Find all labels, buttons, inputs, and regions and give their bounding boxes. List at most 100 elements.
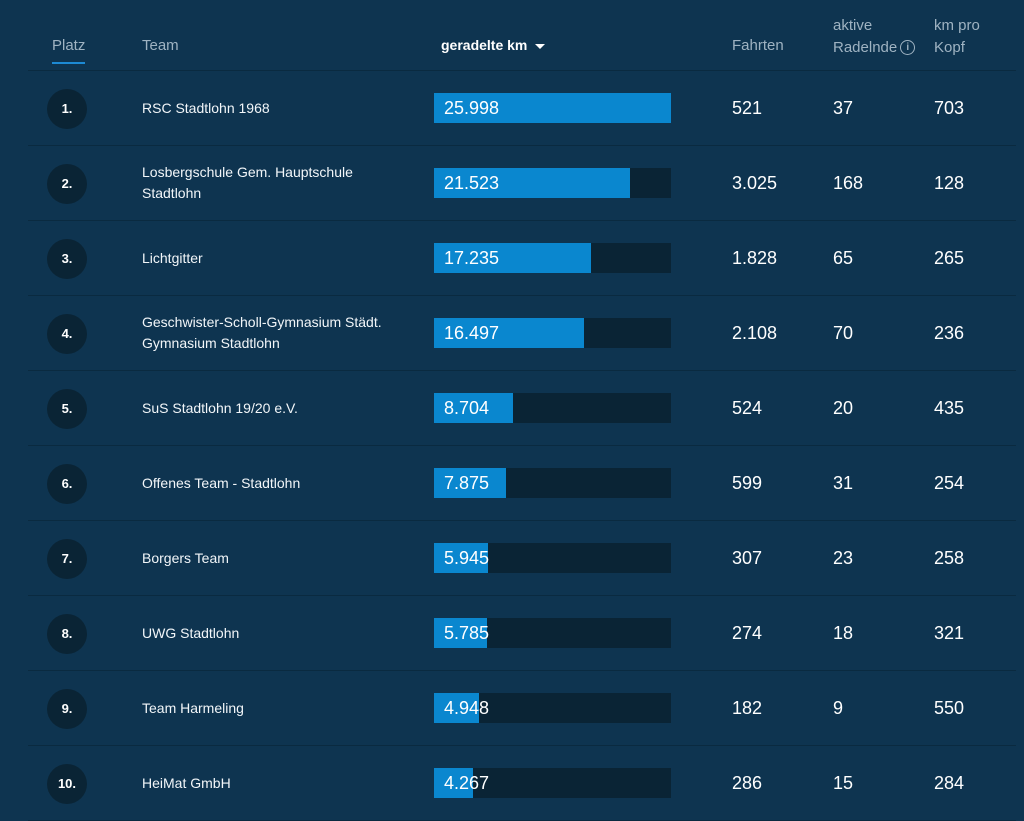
rank-badge: 6. [47, 464, 87, 504]
team-name-text: HeiMat GmbH [142, 774, 231, 791]
km-pro-kopf-value: 284 [934, 773, 965, 793]
team-name-text: Lichtgitter [142, 249, 203, 266]
column-header-aktive[interactable]: aktive Radelnde i [833, 15, 916, 59]
team-name-text: Borgers Team [142, 549, 229, 566]
column-header-team[interactable]: Team [142, 37, 179, 54]
km-pro-kopf-value: 550 [934, 698, 965, 718]
ranking-table: Platz Team geradelte km Fahrten aktive R… [28, 0, 1016, 821]
aktive-radelnde-value: 37 [833, 98, 854, 118]
km-bar-fill [434, 168, 631, 198]
table-row[interactable]: 9. Team Harmeling 4.948 182 9 550 [28, 671, 1016, 746]
table-row[interactable]: 5. SuS Stadtlohn 19/20 e.V. 8.704 524 20 435 [28, 371, 1016, 446]
team-name-text: UWG Stadtlohn [142, 624, 240, 641]
table-row[interactable]: 2. Losbergschule Gem. Hauptschule Stadtlo… [28, 146, 1016, 221]
rank-badge: 4. [47, 314, 87, 354]
km-bar-track: 7.875 [434, 468, 671, 498]
fahrten-value: 599 [732, 473, 763, 493]
aktive-radelnde-value: 15 [833, 773, 854, 793]
fahrten-value: 182 [732, 698, 763, 718]
rank-badge: 8. [47, 614, 87, 654]
km-bar-track: 4.267 [434, 768, 671, 798]
team-name[interactable]: Team Harmeling [142, 671, 412, 745]
km-bar-fill [434, 393, 514, 423]
aktive-radelnde-value: 65 [833, 248, 854, 268]
rank-badge: 3. [47, 239, 87, 279]
team-name-text: RSC Stadtlohn 1968 [142, 99, 270, 116]
fahrten-value: 274 [732, 623, 763, 643]
km-pro-kopf-value: 254 [934, 473, 965, 493]
table-header: Platz Team geradelte km Fahrten aktive R… [28, 0, 1016, 71]
column-header-platz[interactable]: Platz [52, 37, 86, 64]
aktive-radelnde-value: 9 [833, 698, 844, 718]
km-bar-track: 21.523 [434, 168, 671, 198]
info-icon[interactable]: i [900, 40, 916, 55]
table-row[interactable]: 4. Geschwister-Scholl-Gymnasium Städt. Gy… [28, 296, 1016, 371]
column-header-kopf-line1: km pro [934, 17, 980, 34]
rank-badge: 1. [47, 89, 87, 129]
km-pro-kopf-value: 321 [934, 623, 965, 643]
column-header-fahrten[interactable]: Fahrten [732, 37, 784, 54]
km-bar-fill [434, 318, 585, 348]
table-row[interactable]: 8. UWG Stadtlohn 5.785 274 18 321 [28, 596, 1016, 671]
km-bar-track: 8.704 [434, 393, 671, 423]
team-name[interactable]: HeiMat GmbH [142, 746, 412, 820]
aktive-radelnde-value: 20 [833, 398, 854, 418]
team-name[interactable]: RSC Stadtlohn 1968 [142, 71, 412, 145]
km-pro-kopf-value: 703 [934, 98, 965, 118]
team-name[interactable]: Losbergschule Gem. Hauptschule Stadtlohn [142, 146, 412, 220]
rank-badge: 7. [47, 539, 87, 579]
team-name[interactable]: Lichtgitter [142, 221, 412, 295]
team-name-text: Team Harmeling [142, 699, 244, 716]
km-bar-fill [434, 468, 506, 498]
km-pro-kopf-value: 258 [934, 548, 965, 568]
fahrten-value: 524 [732, 398, 763, 418]
fahrten-value: 3.025 [732, 173, 778, 193]
km-bar-fill [434, 93, 671, 123]
team-name[interactable]: UWG Stadtlohn [142, 596, 412, 670]
fahrten-value: 1.828 [732, 248, 778, 268]
sort-desc-icon [535, 43, 546, 49]
table-row[interactable]: 1. RSC Stadtlohn 1968 25.998 521 37 703 [28, 71, 1016, 146]
km-value: 8.704 [444, 398, 490, 418]
column-header-km-label: geradelte km [441, 37, 528, 53]
team-name-text: Losbergschule Gem. Hauptschule Stadtlohn [142, 164, 353, 201]
km-bar-fill [434, 243, 592, 273]
column-header-aktive-line1: aktive [833, 17, 873, 34]
km-bar-fill [434, 768, 473, 798]
km-bar-fill [434, 543, 489, 573]
rank-badge: 9. [47, 689, 87, 729]
team-name[interactable]: Borgers Team [142, 521, 412, 595]
km-pro-kopf-value: 236 [934, 323, 965, 343]
team-name[interactable]: SuS Stadtlohn 19/20 e.V. [142, 371, 412, 445]
team-name[interactable]: Geschwister-Scholl-Gymnasium Städt. Gymn… [142, 296, 412, 370]
table-row[interactable]: 10. HeiMat GmbH 4.267 286 15 284 [28, 746, 1016, 821]
km-bar-track: 16.497 [434, 318, 671, 348]
team-name-text: SuS Stadtlohn 19/20 e.V. [142, 399, 298, 416]
column-header-km-pro-kopf[interactable]: km pro Kopf [934, 15, 980, 59]
rank-badge: 10. [47, 764, 87, 804]
km-pro-kopf-value: 265 [934, 248, 965, 268]
km-pro-kopf-value: 128 [934, 173, 965, 193]
table-body: 1. RSC Stadtlohn 1968 25.998 521 37 703 2. Losb… [28, 71, 1016, 821]
team-name-text: Geschwister-Scholl-Gymnasium Städt. Gymn… [142, 314, 382, 351]
km-bar-track: 5.785 [434, 618, 671, 648]
km-value: 16.497 [444, 323, 500, 343]
team-name-text: Offenes Team - Stadtlohn [142, 474, 301, 491]
km-value: 17.235 [444, 248, 500, 268]
aktive-radelnde-value: 23 [833, 548, 854, 568]
km-value: 4.267 [444, 773, 490, 793]
table-row[interactable]: 6. Offenes Team - Stadtlohn 7.875 599 31 254 [28, 446, 1016, 521]
aktive-radelnde-value: 168 [833, 173, 864, 193]
km-bar-track: 5.945 [434, 543, 671, 573]
team-name[interactable]: Offenes Team - Stadtlohn [142, 446, 412, 520]
km-value: 5.785 [444, 623, 490, 643]
fahrten-value: 286 [732, 773, 763, 793]
table-row[interactable]: 3. Lichtgitter 17.235 1.828 65 265 [28, 221, 1016, 296]
km-bar-track: 25.998 [434, 93, 671, 123]
rank-badge: 5. [47, 389, 87, 429]
km-value: 7.875 [444, 473, 490, 493]
table-row[interactable]: 7. Borgers Team 5.945 307 23 258 [28, 521, 1016, 596]
km-bar-fill [434, 693, 480, 723]
column-header-km-sorted[interactable]: geradelte km [441, 37, 546, 53]
fahrten-value: 2.108 [732, 323, 778, 343]
